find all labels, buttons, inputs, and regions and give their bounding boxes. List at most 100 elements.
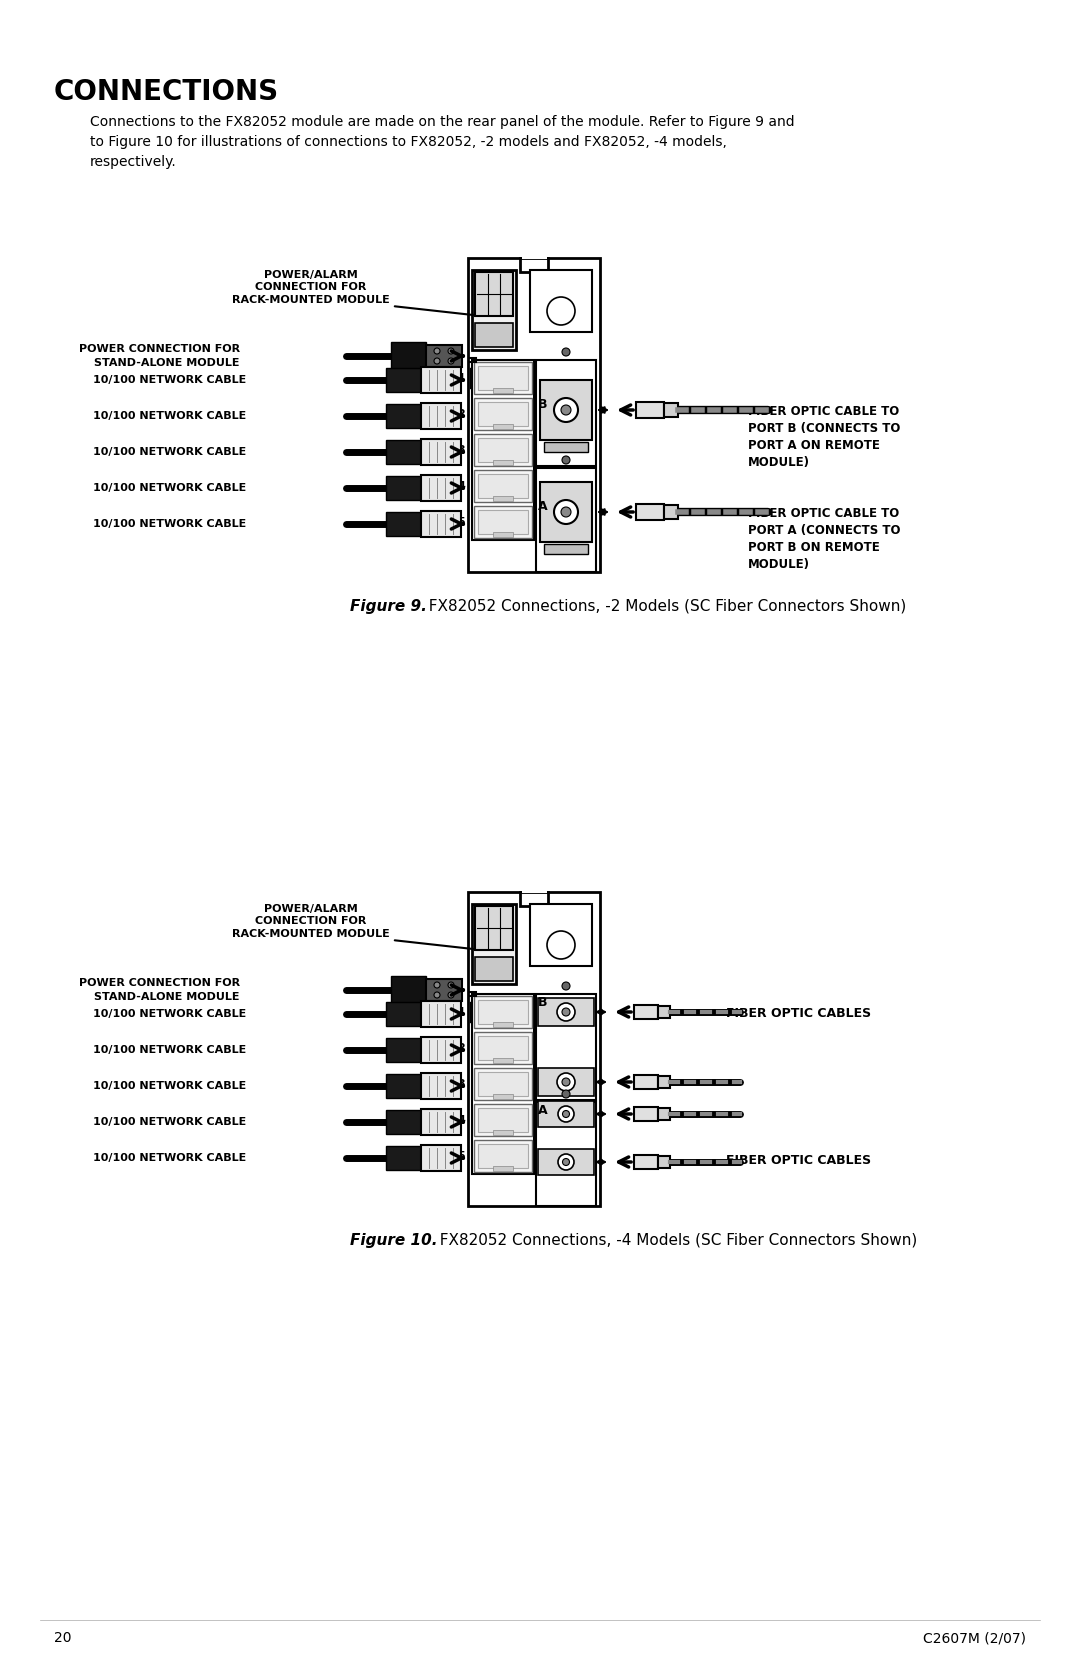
Bar xyxy=(421,476,461,501)
Bar xyxy=(664,402,678,417)
Bar xyxy=(538,1102,594,1127)
Circle shape xyxy=(554,397,578,422)
Circle shape xyxy=(448,349,454,354)
Bar xyxy=(474,1068,532,1100)
Bar xyxy=(474,397,532,431)
Circle shape xyxy=(557,1073,575,1092)
Bar xyxy=(540,381,592,441)
Text: Connections to the FX82052 module are made on the rear panel of the module. Refe: Connections to the FX82052 module are ma… xyxy=(90,115,795,129)
Bar xyxy=(538,1068,594,1097)
Text: STAND-ALONE MODULE: STAND-ALONE MODULE xyxy=(95,357,240,367)
Bar xyxy=(386,367,421,392)
Bar xyxy=(475,324,513,347)
Circle shape xyxy=(448,357,454,364)
Circle shape xyxy=(434,349,440,354)
Bar xyxy=(474,506,532,537)
Circle shape xyxy=(563,1158,569,1165)
Circle shape xyxy=(558,1107,573,1122)
Bar xyxy=(492,1130,513,1135)
Bar xyxy=(386,1038,421,1061)
Text: 10/100 NETWORK CABLE: 10/100 NETWORK CABLE xyxy=(93,376,246,386)
Bar xyxy=(386,404,421,427)
Text: 10/100 NETWORK CABLE: 10/100 NETWORK CABLE xyxy=(93,447,246,457)
Text: C2607M (2/07): C2607M (2/07) xyxy=(923,1631,1026,1646)
Bar xyxy=(519,259,548,272)
Bar xyxy=(634,1155,658,1168)
Text: B: B xyxy=(538,995,548,1008)
Text: A: A xyxy=(538,1103,548,1117)
Bar xyxy=(658,1077,670,1088)
Circle shape xyxy=(448,981,454,988)
Bar xyxy=(478,1143,528,1168)
Bar xyxy=(538,998,594,1026)
Text: CONNECTIONS: CONNECTIONS xyxy=(54,78,279,107)
Text: A: A xyxy=(538,501,548,514)
Bar xyxy=(522,890,546,893)
Text: POWER/ALARM
CONNECTION FOR
RACK-MOUNTED MODULE: POWER/ALARM CONNECTION FOR RACK-MOUNTED … xyxy=(232,905,390,938)
Bar xyxy=(472,905,516,985)
Text: FX82052 Connections, -2 Models (SC Fiber Connectors Shown): FX82052 Connections, -2 Models (SC Fiber… xyxy=(419,599,906,614)
Text: to Figure 10 for illustrations of connections to FX82052, -2 models and FX82052,: to Figure 10 for illustrations of connec… xyxy=(90,135,727,149)
Bar xyxy=(540,482,592,542)
Circle shape xyxy=(562,981,570,990)
Circle shape xyxy=(563,1110,569,1118)
Text: 3: 3 xyxy=(457,446,465,456)
Bar xyxy=(492,387,513,392)
Bar xyxy=(634,1107,658,1122)
Bar xyxy=(492,461,513,466)
Bar xyxy=(492,1167,513,1172)
Bar xyxy=(386,512,421,536)
Bar xyxy=(536,1102,596,1207)
Bar xyxy=(478,1071,528,1097)
Bar xyxy=(421,1036,461,1063)
Bar xyxy=(536,361,596,466)
Bar xyxy=(386,1110,421,1133)
Circle shape xyxy=(562,1008,570,1016)
Bar xyxy=(492,1021,513,1026)
Bar xyxy=(492,532,513,537)
Text: FX82052 Connections, -4 Models (SC Fiber Connectors Shown): FX82052 Connections, -4 Models (SC Fiber… xyxy=(430,1232,917,1247)
Circle shape xyxy=(562,1090,570,1098)
Circle shape xyxy=(554,501,578,524)
Bar xyxy=(468,259,600,572)
Bar xyxy=(522,255,546,259)
Text: 10/100 NETWORK CABLE: 10/100 NETWORK CABLE xyxy=(93,1153,246,1163)
Bar xyxy=(478,1000,528,1025)
Circle shape xyxy=(562,456,570,464)
Bar xyxy=(386,1073,421,1098)
Circle shape xyxy=(557,1003,575,1021)
Text: 2: 2 xyxy=(457,1043,465,1053)
Circle shape xyxy=(546,931,575,960)
Bar xyxy=(421,511,461,537)
Circle shape xyxy=(434,981,440,988)
Bar xyxy=(544,442,588,452)
Bar xyxy=(478,1036,528,1060)
Bar xyxy=(475,956,513,981)
Bar xyxy=(391,342,426,371)
Circle shape xyxy=(562,1078,570,1087)
Bar xyxy=(386,476,421,501)
Bar xyxy=(658,1006,670,1018)
Bar xyxy=(386,1147,421,1170)
Bar xyxy=(474,1103,532,1137)
Bar xyxy=(634,1005,658,1020)
Bar xyxy=(421,402,461,429)
Bar xyxy=(468,891,600,1207)
Bar xyxy=(475,906,513,950)
Circle shape xyxy=(561,406,571,416)
Bar xyxy=(474,362,532,394)
Bar xyxy=(658,1108,670,1120)
Text: POWER CONNECTION FOR: POWER CONNECTION FOR xyxy=(79,978,240,988)
Text: 10/100 NETWORK CABLE: 10/100 NETWORK CABLE xyxy=(93,1117,246,1127)
Text: 10/100 NETWORK CABLE: 10/100 NETWORK CABLE xyxy=(93,1045,246,1055)
Text: STAND-ALONE MODULE: STAND-ALONE MODULE xyxy=(95,991,240,1001)
Bar xyxy=(636,402,664,417)
Bar xyxy=(421,1145,461,1172)
Text: FIBER OPTIC CABLES: FIBER OPTIC CABLES xyxy=(726,1153,872,1167)
Bar xyxy=(474,434,532,466)
Circle shape xyxy=(546,297,575,325)
Bar xyxy=(492,496,513,501)
Bar xyxy=(391,976,426,1005)
Text: 1: 1 xyxy=(457,1006,465,1016)
Text: respectively.: respectively. xyxy=(90,155,177,169)
